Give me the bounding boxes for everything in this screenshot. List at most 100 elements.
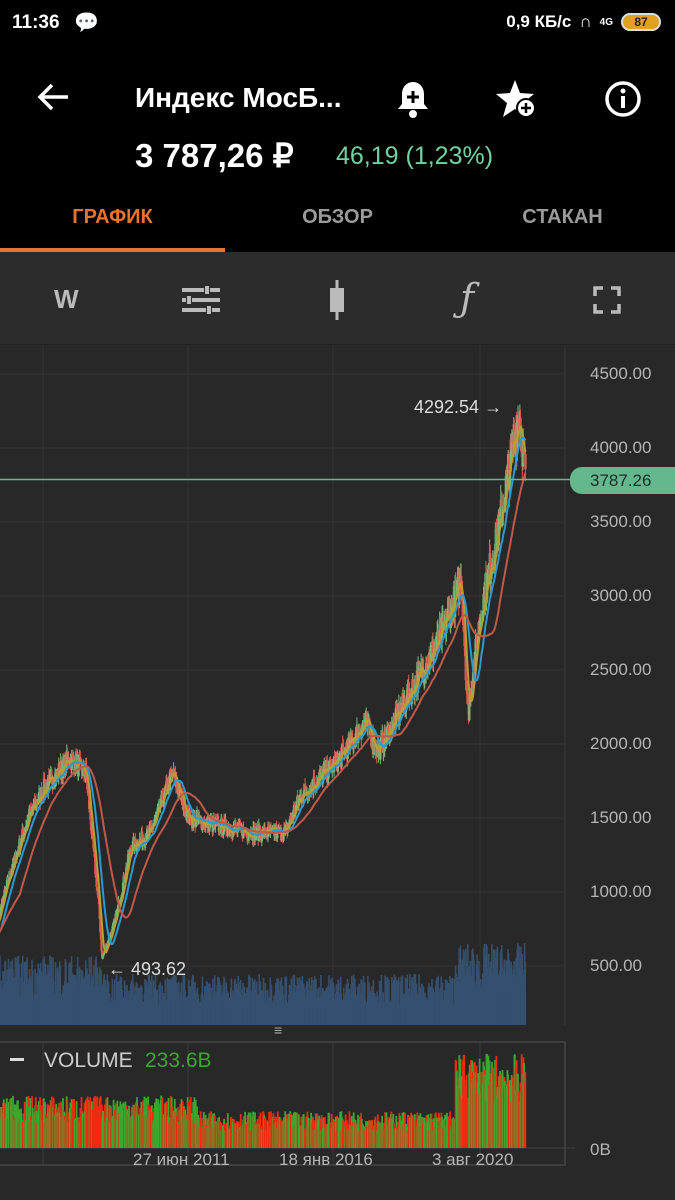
candle bbox=[164, 787, 167, 790]
collapse-volume-icon[interactable] bbox=[10, 1058, 24, 1061]
candle bbox=[463, 646, 467, 657]
fullscreen-icon[interactable] bbox=[593, 286, 621, 314]
candle bbox=[146, 828, 149, 840]
candle bbox=[178, 785, 181, 798]
candle bbox=[77, 758, 80, 777]
candle bbox=[272, 825, 275, 830]
period-button[interactable]: W bbox=[54, 284, 79, 314]
candle bbox=[92, 848, 96, 852]
panel-resize-handle[interactable]: ≡ bbox=[274, 1022, 283, 1038]
signal-icon: 4G bbox=[599, 16, 613, 28]
candle bbox=[165, 781, 168, 788]
candle bbox=[446, 608, 449, 622]
candle bbox=[310, 783, 313, 795]
candle bbox=[383, 727, 386, 752]
candle bbox=[29, 807, 32, 816]
candle bbox=[98, 904, 101, 919]
y-tick-label: 1500.00 bbox=[590, 808, 652, 827]
candle bbox=[329, 762, 333, 766]
back-arrow-icon[interactable] bbox=[36, 82, 70, 112]
candle bbox=[333, 757, 336, 760]
candle bbox=[4, 887, 7, 890]
moving-average-line bbox=[0, 425, 527, 954]
candlestick-type-icon[interactable] bbox=[328, 280, 346, 320]
candle bbox=[180, 794, 183, 800]
candle bbox=[179, 785, 182, 789]
candle bbox=[112, 923, 115, 926]
candle bbox=[367, 720, 370, 728]
tab-order-book[interactable]: СТАКАН bbox=[522, 206, 603, 228]
volume-bar bbox=[96, 1096, 98, 1148]
candle bbox=[50, 772, 53, 775]
candle bbox=[228, 831, 231, 835]
candle bbox=[320, 768, 323, 772]
candle bbox=[509, 439, 512, 472]
y-tick-label: 3000.00 bbox=[590, 586, 652, 605]
candle bbox=[0, 906, 2, 916]
candle bbox=[362, 721, 365, 728]
candle bbox=[200, 819, 203, 829]
y-tick-label: 2500.00 bbox=[590, 660, 652, 679]
candle bbox=[310, 783, 314, 788]
candle bbox=[377, 747, 380, 756]
candle bbox=[135, 847, 138, 850]
volume-bar-overlay bbox=[495, 949, 498, 1025]
candle bbox=[14, 853, 17, 864]
info-icon[interactable] bbox=[604, 80, 642, 118]
volume-bar-overlay bbox=[379, 980, 381, 1025]
candle bbox=[335, 752, 338, 766]
candle bbox=[399, 714, 402, 721]
candle bbox=[428, 654, 431, 666]
candle bbox=[73, 762, 76, 774]
candle bbox=[188, 823, 191, 825]
candle bbox=[454, 582, 457, 591]
candle bbox=[470, 689, 473, 699]
candle bbox=[134, 838, 137, 845]
candle bbox=[355, 727, 358, 734]
candle bbox=[86, 789, 89, 791]
candle bbox=[24, 828, 27, 832]
candle bbox=[426, 664, 430, 670]
volume-bar-overlay bbox=[397, 977, 400, 1025]
candle bbox=[3, 889, 6, 897]
candle bbox=[318, 772, 321, 778]
candle bbox=[239, 822, 242, 827]
candle bbox=[466, 693, 469, 697]
candle bbox=[456, 576, 459, 581]
candle bbox=[12, 858, 15, 870]
volume-bar bbox=[252, 1111, 255, 1148]
add-alert-bell-icon[interactable] bbox=[395, 80, 431, 120]
indicators-function-icon[interactable]: ƒ bbox=[460, 276, 475, 320]
candle bbox=[125, 867, 128, 877]
volume-bar-overlay bbox=[18, 964, 20, 1025]
status-bar: 11:36 💬 0,9 КБ/с ∩ 4G 87 bbox=[0, 0, 675, 48]
candle bbox=[315, 787, 318, 790]
candle bbox=[234, 824, 237, 826]
candle bbox=[181, 793, 185, 810]
candle bbox=[123, 875, 126, 883]
candle bbox=[458, 577, 461, 605]
volume-bar-overlay bbox=[285, 976, 288, 1025]
candle bbox=[176, 786, 179, 789]
candle bbox=[437, 631, 440, 645]
candle bbox=[72, 756, 75, 763]
candle bbox=[8, 871, 12, 877]
candle bbox=[471, 681, 474, 695]
tab-overview[interactable]: ОБЗОР bbox=[302, 206, 373, 228]
candle bbox=[143, 845, 146, 847]
candle bbox=[158, 799, 162, 808]
settings-sliders-icon[interactable] bbox=[182, 286, 222, 314]
candle bbox=[320, 768, 323, 778]
volume-bar bbox=[249, 1112, 252, 1148]
volume-bar-overlay bbox=[320, 974, 322, 1025]
volume-bar-overlay bbox=[23, 962, 26, 1025]
candle bbox=[154, 818, 157, 822]
candle bbox=[183, 797, 186, 817]
candle bbox=[242, 827, 245, 839]
tab-chart[interactable]: ГРАФИК bbox=[72, 206, 153, 228]
add-favorite-star-icon[interactable] bbox=[495, 78, 539, 120]
candle bbox=[517, 418, 520, 421]
candle bbox=[66, 751, 69, 761]
candle bbox=[497, 509, 501, 546]
